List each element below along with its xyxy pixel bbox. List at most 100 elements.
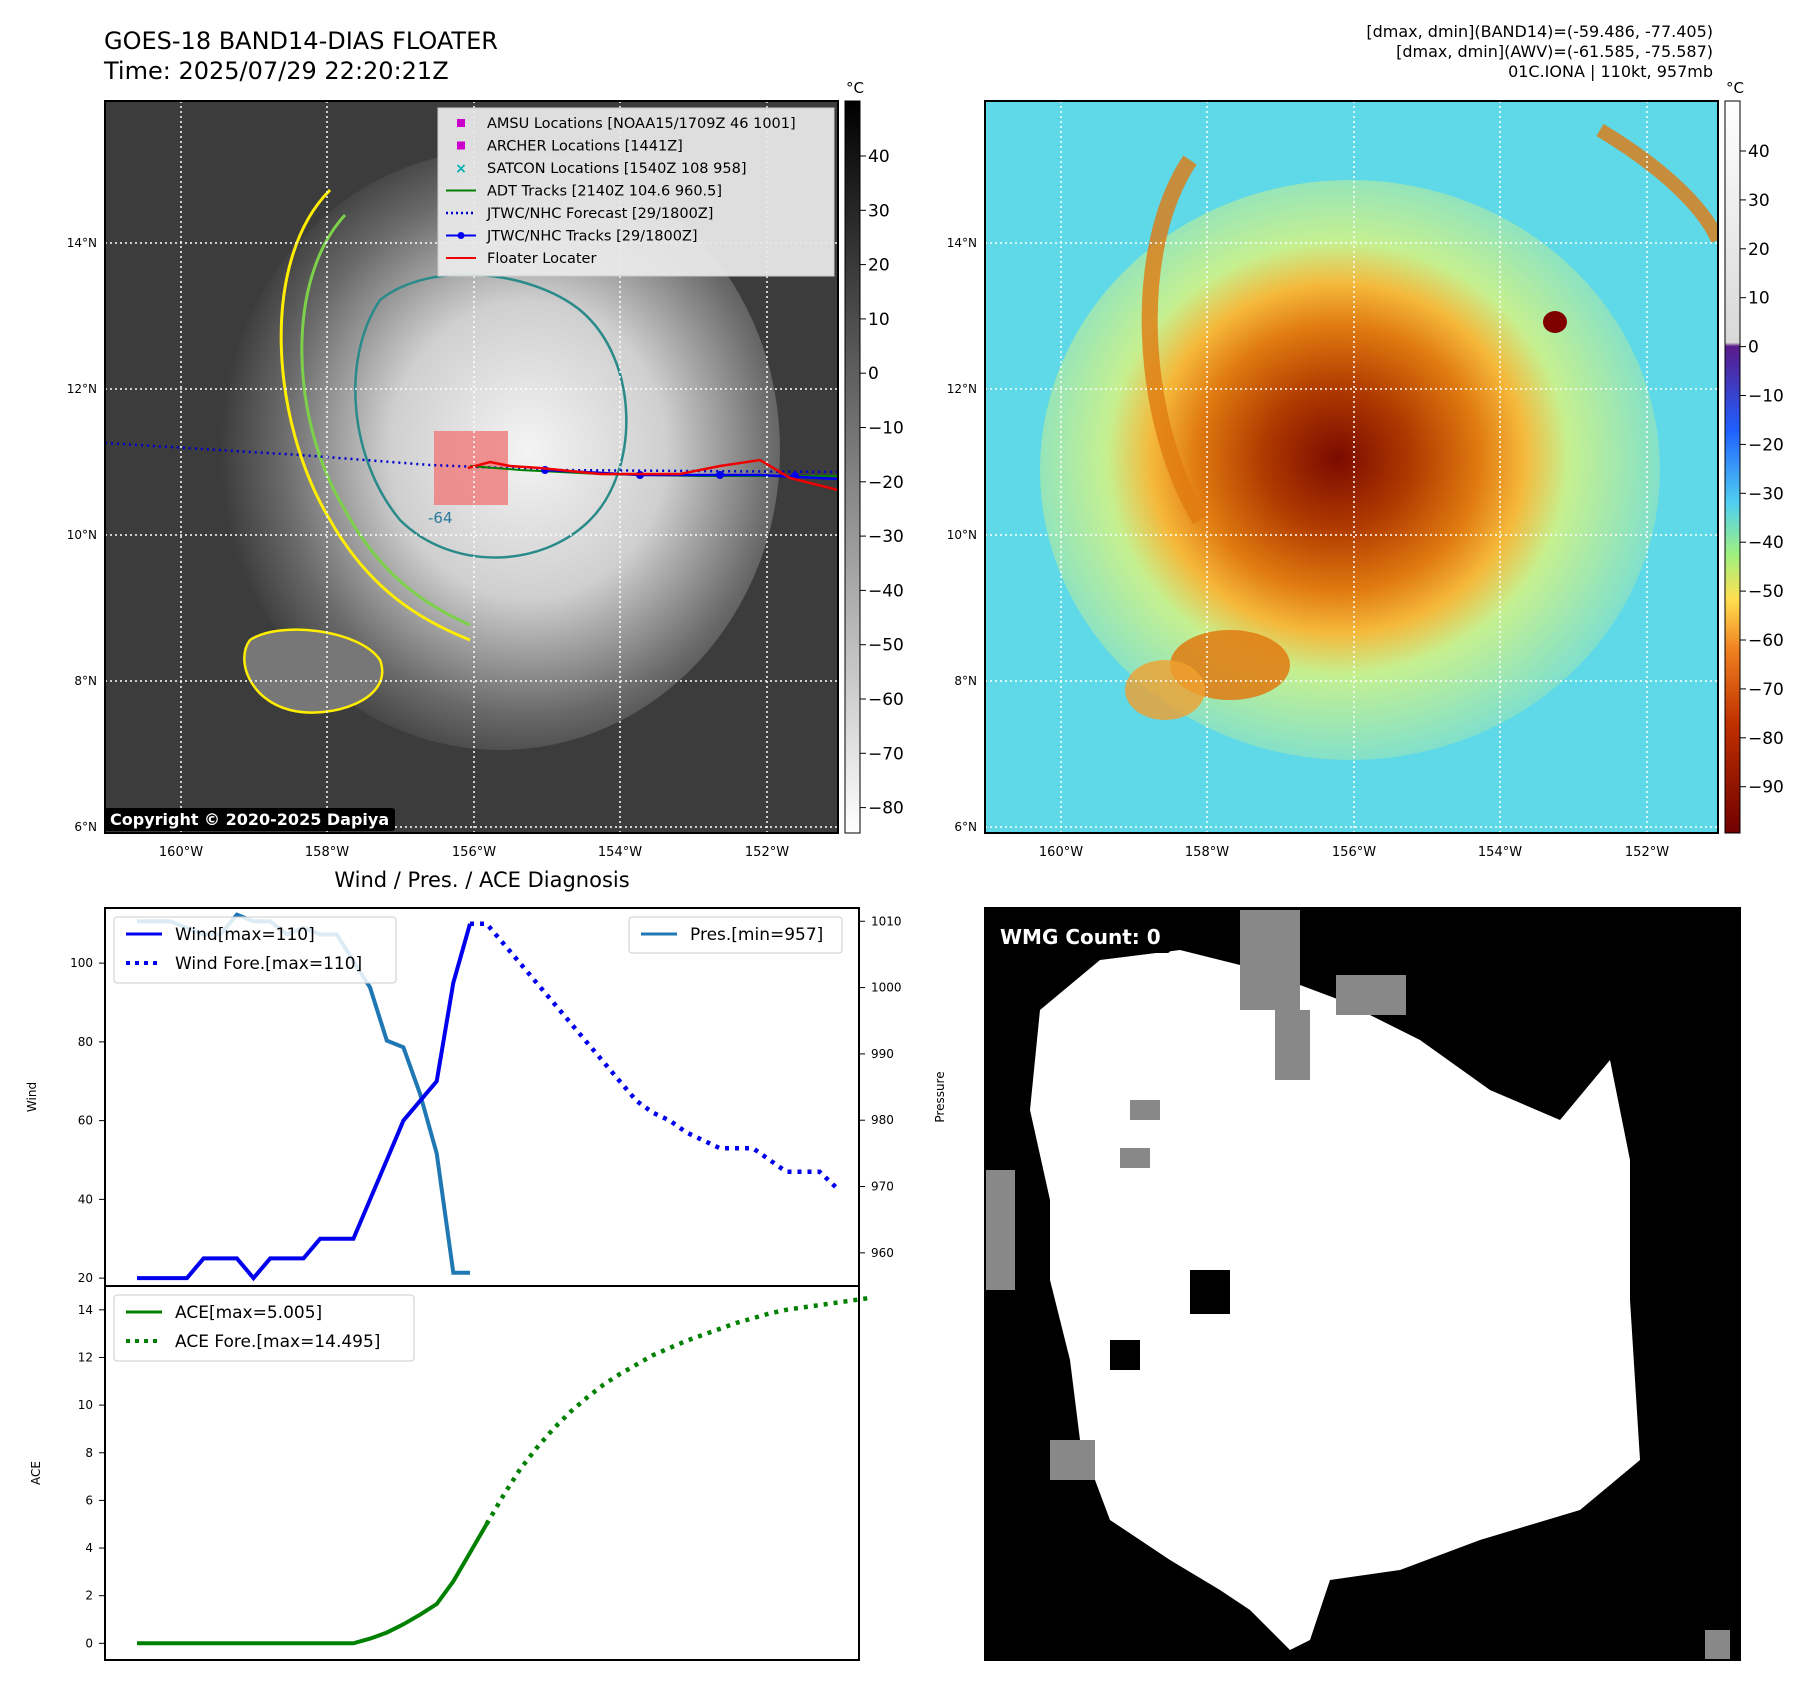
- ytick-label: 4: [85, 1541, 93, 1555]
- lon-tick-label: 158°W: [1185, 845, 1229, 860]
- colorbar-tick-label: −20: [868, 473, 904, 493]
- colorbar-tick-label: 30: [1748, 191, 1770, 211]
- jtwc-point: [716, 471, 724, 479]
- legend-label: Floater Locater: [487, 251, 596, 267]
- wmg-gray-region: [1050, 1440, 1095, 1480]
- ytick-label: 14: [78, 1303, 93, 1317]
- storm-info: 01C.IONA | 110kt, 957mb: [1508, 62, 1713, 81]
- ytick-label: 2: [85, 1589, 93, 1603]
- colorbar-tick-label: −60: [1748, 631, 1784, 651]
- colorbar-tick-label: −30: [1748, 484, 1784, 504]
- lat-tick-label: 12°N: [947, 382, 977, 396]
- awv-rainband: [1596, 123, 1718, 244]
- colorbar-tick-label: 20: [868, 256, 890, 276]
- colorbar-tick-label: −40: [1748, 533, 1784, 553]
- lon-tick-label: 154°W: [598, 845, 642, 860]
- wmg-gray-region: [1336, 975, 1406, 1015]
- ytick-label: 40: [78, 1192, 93, 1206]
- wmg-gray-region: [1120, 1148, 1150, 1168]
- ytick-label: 970: [871, 1180, 894, 1194]
- ytick-label: 990: [871, 1047, 894, 1061]
- lon-tick-label: 160°W: [1039, 845, 1083, 860]
- title-line-1: GOES-18 BAND14-DIAS FLOATER: [104, 27, 498, 55]
- pressure-legend-label: Pres.[min=957]: [690, 925, 823, 945]
- lon-tick-label: 158°W: [305, 845, 349, 860]
- colorbar-tick-label: −70: [1748, 680, 1784, 700]
- ir-legend-box: [437, 107, 835, 277]
- wmg-gray-region: [1275, 1010, 1310, 1080]
- awv-gridlines: 14°N 12°N 10°N 8°N 6°N 160°W 158°W 156°W 154°W 15…: [947, 101, 1718, 860]
- cloud-cluster-southwest: [243, 628, 384, 714]
- legend-label: SATCON Locations [1540Z 108 958]: [487, 161, 746, 177]
- colorbar-tick-label: 10: [868, 310, 890, 330]
- ytick-label: 100: [70, 956, 93, 970]
- legend-label: ADT Tracks [2140Z 104.6 960.5]: [487, 184, 722, 200]
- ace-legend-label: ACE[max=5.005]: [175, 1303, 322, 1323]
- colorbar-tick-label: −70: [868, 744, 904, 764]
- colorbar-tick-label: −80: [1748, 729, 1784, 749]
- floater-locater-track: [467, 458, 838, 492]
- wmg-white-region: [1030, 950, 1640, 1650]
- colorbar-tick-label: −10: [868, 419, 904, 439]
- wind-pressure-axes: Wind Pressure 20 40 60 80 100 960 970 980 990 10…: [25, 907, 947, 1287]
- ytick-label: 980: [871, 1113, 894, 1127]
- lat-tick-label: 14°N: [67, 236, 97, 250]
- wmg-gray-region: [985, 1170, 1015, 1290]
- lat-tick-label: 10°N: [67, 528, 97, 542]
- awv-panel: 14°N 12°N 10°N 8°N 6°N 160°W 158°W 156°W 154°W 15…: [947, 100, 1719, 860]
- ytick-label: 10: [78, 1398, 93, 1412]
- wmg-gray-region: [1705, 1630, 1730, 1660]
- awv-colorbar: °C 40 30 20 10 0 −10 −20 −30 −40 −50 −60 −70 −80 −90: [1724, 79, 1784, 834]
- wind-ylabel: Wind: [25, 1082, 39, 1112]
- colorbar-tick-label: 0: [868, 364, 879, 384]
- colorbar-tick-label: 40: [868, 147, 890, 167]
- ytick-label: 1010: [871, 914, 902, 928]
- awv-storm: [1040, 180, 1660, 760]
- wmg-gray-region: [1240, 910, 1300, 1010]
- ytick-label: 8: [85, 1446, 93, 1460]
- colorbar-tick-label: −50: [868, 636, 904, 656]
- colorbar-tick-label: −40: [868, 581, 904, 601]
- lat-tick-label: 14°N: [947, 236, 977, 250]
- colorbar-tick-label: −50: [1748, 582, 1784, 602]
- ir-legend: AMSU Locations [NOAA15/1709Z 46 1001] ARC…: [437, 107, 835, 277]
- ytick-label: 20: [78, 1271, 93, 1285]
- ace-forecast-line: [484, 1295, 870, 1526]
- lat-tick-label: 6°N: [74, 820, 97, 834]
- wmg-black-cell: [1190, 1270, 1230, 1314]
- ace-line: [137, 1523, 489, 1646]
- legend-marker-square: [457, 141, 465, 150]
- lat-tick-label: 10°N: [947, 528, 977, 542]
- awv-rainband: [1141, 155, 1207, 525]
- ytick-label: 6: [85, 1493, 93, 1507]
- wind-line: [137, 923, 472, 1282]
- awv-colorbar-bar: [1724, 100, 1741, 834]
- ytick-label: 60: [78, 1114, 93, 1128]
- ytick-label: 12: [78, 1350, 93, 1364]
- lon-tick-label: 160°W: [159, 845, 203, 860]
- legend-marker-x: ×: [455, 161, 467, 177]
- ace-legend-box: [113, 1294, 415, 1362]
- copyright-badge: Copyright © 2020-2025 Dapiya: [104, 808, 396, 831]
- wmg-panel: [984, 907, 1741, 1661]
- band14-range: [dmax, dmin](BAND14)=(-59.486, -77.405): [1366, 22, 1713, 41]
- diagnosis-title: Wind / Pres. / ACE Diagnosis: [334, 868, 629, 892]
- lon-tick-label: 156°W: [452, 845, 496, 860]
- wmg-gray-region: [1130, 1100, 1160, 1120]
- wind-legend-label: Wind[max=110]: [175, 925, 315, 945]
- colorbar-tick-label: 0: [1748, 338, 1759, 358]
- lon-tick-label: 152°W: [1625, 845, 1669, 860]
- awv-cell: [1543, 311, 1567, 333]
- lon-tick-label: 152°W: [745, 845, 789, 860]
- pressure-legend-box: [628, 916, 843, 954]
- pressure-ylabel: Pressure: [933, 1071, 947, 1122]
- diagnostics-header: [dmax, dmin](BAND14)=(-59.486, -77.405) …: [1366, 22, 1713, 82]
- forecast-track: [105, 441, 838, 474]
- pressure-yticks: 960 970 980 990 1000 1010: [859, 914, 902, 1260]
- contour-teal-inner: [354, 273, 628, 559]
- ir-colorbar-bar: [844, 100, 861, 834]
- legend-label: JTWC/NHC Forecast [29/1800Z]: [486, 206, 713, 222]
- ace-series: [137, 1295, 870, 1646]
- colorbar-tick-label: −30: [868, 527, 904, 547]
- colorbar-tick-label: 40: [1748, 142, 1770, 162]
